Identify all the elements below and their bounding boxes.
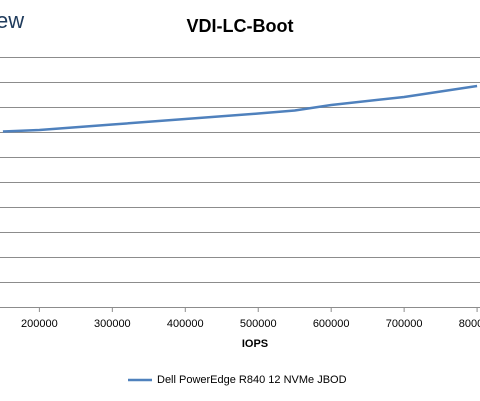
logo: ew bbox=[0, 8, 24, 33]
x-tick-label: 800000 bbox=[459, 318, 480, 330]
x-tick-label: 200000 bbox=[21, 318, 58, 330]
series-line bbox=[2, 84, 478, 133]
x-tick-label: 600000 bbox=[313, 318, 350, 330]
x-tick-label: 500000 bbox=[240, 318, 277, 330]
x-tick-label: 400000 bbox=[167, 318, 204, 330]
chart-title: VDI-LC-Boot bbox=[187, 16, 294, 36]
x-tick-label: 700000 bbox=[386, 318, 423, 330]
plot-area bbox=[2, 84, 478, 133]
x-tick-label: 300000 bbox=[94, 318, 131, 330]
x-axis-label: IOPS bbox=[242, 338, 268, 350]
legend-label: Dell PowerEdge R840 12 NVMe JBOD bbox=[157, 374, 347, 386]
